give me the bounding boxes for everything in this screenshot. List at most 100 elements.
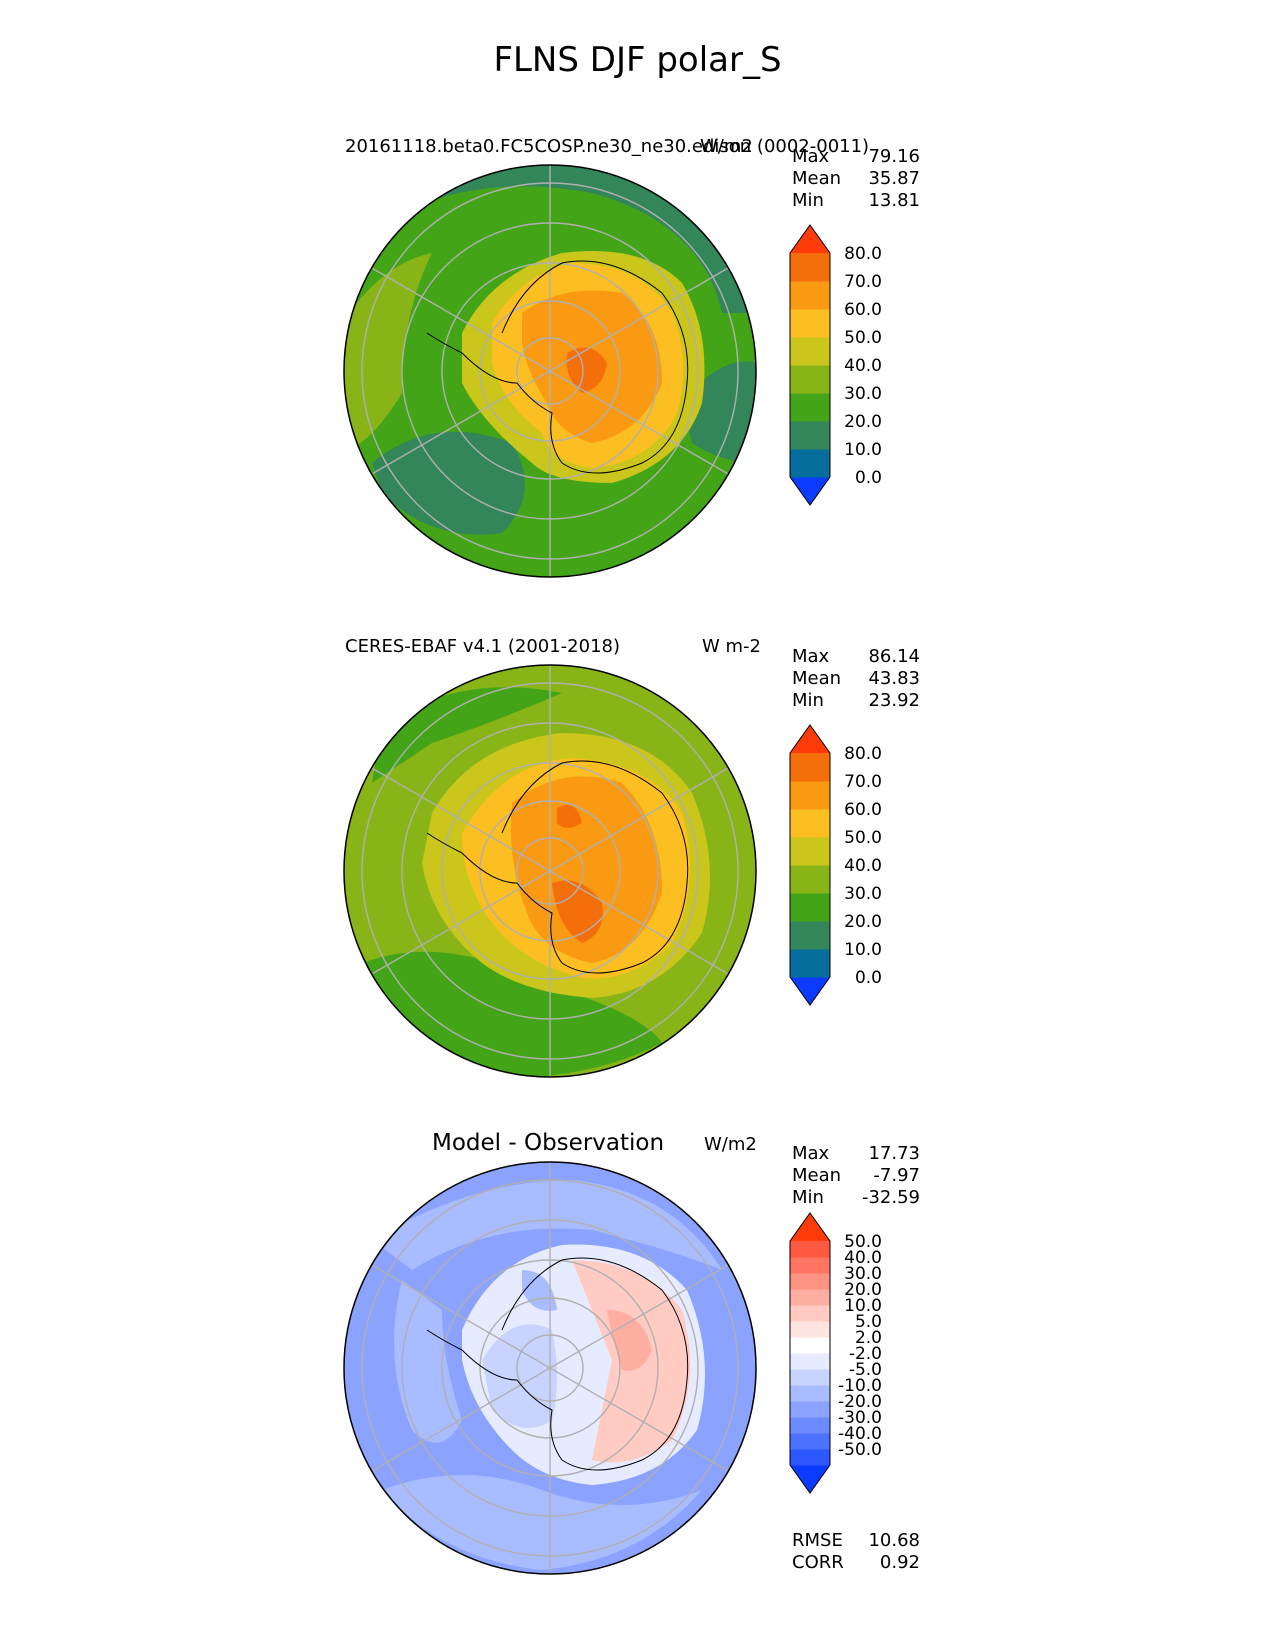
colorbar-tick-label: 50.0 — [844, 828, 882, 848]
colorbar-segment — [790, 781, 830, 810]
colorbar-segment — [790, 421, 830, 450]
stat-min-label: Min — [792, 690, 824, 711]
colorbar-segment — [790, 393, 830, 422]
field-plateau — [511, 776, 662, 963]
colorbar-tick-label: 2.0 — [855, 1328, 882, 1348]
colorbar-segment — [790, 809, 830, 838]
stat-min-value: 13.81 — [868, 190, 920, 211]
stat-min-label: Min — [792, 1187, 824, 1208]
stat-max-value: 17.73 — [868, 1143, 920, 1164]
field-ocean-weak — [394, 1280, 462, 1443]
colorbar-tick-label: 5.0 — [855, 1312, 882, 1332]
colorbar-tick-label: 40.0 — [844, 856, 882, 876]
colorbar-outline — [789, 1212, 831, 1494]
stat-max-value: 79.16 — [868, 146, 920, 167]
colorbar-tick-label: 40.0 — [844, 1248, 882, 1268]
stat-mean-label: Mean — [792, 168, 842, 189]
field-ocean-low — [344, 165, 756, 313]
colorbar-tick-label: 20.0 — [844, 412, 882, 432]
colorbar-segment — [790, 865, 830, 894]
colorbar-segment — [790, 921, 830, 950]
colorbar-tick-label: 80.0 — [844, 244, 882, 264]
colorbar-tick-label: 0.0 — [855, 468, 882, 488]
coastline — [426, 760, 689, 974]
metric-corr-label: CORR — [792, 1552, 844, 1573]
colorbar-segment — [790, 1369, 830, 1386]
stat-mean-label: Mean — [792, 668, 842, 689]
panel-title: 20161118.beta0.FC5COSP.ne30_ne30.edison … — [345, 136, 870, 157]
coastline — [426, 260, 689, 474]
polar-map-observation — [343, 664, 757, 1078]
stat-mean-value: 43.83 — [868, 668, 920, 689]
field-ocean-low — [372, 431, 525, 535]
panel-title: CERES-EBAF v4.1 (2001-2018) — [345, 636, 621, 657]
colorbar-segment — [790, 753, 830, 782]
stat-max-label: Max — [792, 1143, 830, 1164]
stat-max-label: Max — [792, 646, 830, 667]
field-ocean-weak — [382, 1475, 702, 1570]
colorbar-tick-label: 30.0 — [844, 384, 882, 404]
panel-title: Model - Observation — [432, 1130, 665, 1156]
stat-min-label: Min — [792, 190, 824, 211]
colorbar-tick-label: 70.0 — [844, 272, 882, 292]
graticule — [361, 165, 739, 577]
colorbar-extend-min — [790, 477, 830, 505]
colorbar-tick-label: 30.0 — [844, 1264, 882, 1284]
colorbar-outline — [789, 224, 831, 506]
stat-mean-label: Mean — [792, 1165, 842, 1186]
colorbar-tick-label: -30.0 — [838, 1408, 882, 1428]
colorbar-segment — [790, 1353, 830, 1370]
colorbar-tick-label: 10.0 — [844, 940, 882, 960]
colorbar-segment — [790, 1305, 830, 1322]
colorbar-segment — [790, 1385, 830, 1402]
stat-min-value: -32.59 — [861, 1187, 920, 1208]
stat-mean-value: 35.87 — [868, 168, 920, 189]
colorbar-extend-max — [790, 725, 830, 753]
colorbar-extend-max — [790, 225, 830, 253]
colorbar-tick-label: 70.0 — [844, 772, 882, 792]
colorbar-outline — [789, 724, 831, 1006]
colorbar-segment — [790, 1257, 830, 1274]
colorbar-tick-label: 20.0 — [844, 1280, 882, 1300]
colorbar-model: 80.0 70.0 60.0 50.0 40.0 30.0 20.0 10.0 0.0 — [789, 224, 882, 506]
stat-min-value: 23.92 — [868, 690, 920, 711]
coastline — [426, 1257, 689, 1471]
colorbar-segment — [790, 837, 830, 866]
colorbar-tick-label: -50.0 — [838, 1440, 882, 1460]
colorbar-segment — [790, 1321, 830, 1338]
colorbar-tick-label: 0.0 — [855, 968, 882, 988]
colorbar-tick-label: 10.0 — [844, 1296, 882, 1316]
field-east-positive — [607, 1310, 652, 1371]
panel-units: W/m2 — [704, 1134, 757, 1155]
polar-map-difference — [343, 1161, 757, 1575]
field-plateau-max — [557, 805, 582, 828]
colorbar-segment — [790, 1433, 830, 1450]
colorbar-tick-label: 60.0 — [844, 300, 882, 320]
colorbar-extend-min — [790, 1465, 830, 1493]
colorbar-segment — [790, 1241, 830, 1258]
colorbar-extend-min — [790, 977, 830, 1005]
colorbar-tick-label: 60.0 — [844, 800, 882, 820]
colorbar-difference: 50.040.030.020.010.05.02.0-2.0-5.0-10.0-… — [789, 1212, 882, 1494]
colorbar-segment — [790, 1417, 830, 1434]
colorbar-segment — [790, 253, 830, 282]
colorbar-tick-label: 50.0 — [844, 1232, 882, 1252]
colorbar-tick-label: 40.0 — [844, 356, 882, 376]
colorbar-segment — [790, 1289, 830, 1306]
colorbar-segment — [790, 1401, 830, 1418]
colorbar-tick-label: 50.0 — [844, 328, 882, 348]
colorbar-tick-label: 30.0 — [844, 884, 882, 904]
stat-max-label: Max — [792, 146, 830, 167]
colorbar-segment — [790, 449, 830, 478]
colorbar-tick-label: 20.0 — [844, 912, 882, 932]
panel-units: W/m2 — [700, 136, 753, 157]
colorbar-observation: 80.0 70.0 60.0 50.0 40.0 30.0 20.0 10.0 0.0 — [789, 724, 882, 1006]
colorbar-segment — [790, 1449, 830, 1466]
graticule — [361, 1162, 739, 1574]
colorbar-segment — [790, 949, 830, 978]
colorbar-segment — [790, 1337, 830, 1354]
colorbar-tick-label: -5.0 — [849, 1360, 882, 1380]
metric-rmse-label: RMSE — [792, 1530, 843, 1551]
colorbar-segment — [790, 309, 830, 338]
colorbar-tick-label: -10.0 — [838, 1376, 882, 1396]
